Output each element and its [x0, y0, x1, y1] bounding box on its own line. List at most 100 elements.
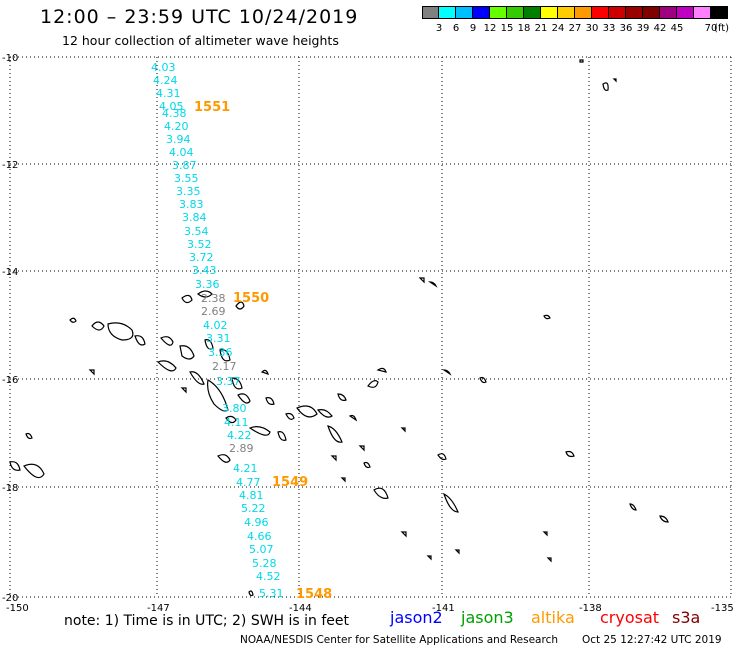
colorbar-swatch	[507, 6, 524, 19]
track-labels: 1551 1550 1549 1548	[194, 100, 332, 602]
island	[196, 290, 213, 298]
island	[327, 425, 343, 443]
wave-height-label: 3.43	[192, 264, 217, 277]
island	[207, 379, 229, 412]
wave-height-label: 4.31	[156, 87, 181, 100]
colorbar-frame	[422, 6, 728, 19]
wave-height-label: 4.66	[247, 530, 272, 543]
island	[260, 369, 269, 375]
island	[542, 531, 548, 537]
map-subtitle: 12 hour collection of altimeter wave hei…	[62, 33, 339, 48]
island	[373, 487, 389, 499]
island	[107, 322, 134, 341]
island	[376, 367, 387, 373]
island	[219, 349, 231, 362]
colorbar-swatch	[592, 6, 609, 19]
wave-height-label: 3.52	[187, 238, 212, 251]
wave-height-label: 4.11	[224, 416, 249, 429]
colorbar-label: 39	[636, 23, 650, 34]
wave-height-label: 4.04	[169, 146, 194, 159]
colorbar-swatch	[626, 6, 643, 19]
wave-height-label: 3.55	[174, 172, 199, 185]
wave-height-label: 2.38	[201, 292, 226, 305]
wave-height-label: 3.54	[184, 225, 209, 238]
wave-height-label: 4.96	[244, 516, 269, 529]
wave-height-label: 3.83	[179, 198, 204, 211]
island	[156, 360, 177, 372]
wave-height-label: 4.52	[256, 570, 281, 583]
island	[442, 492, 459, 513]
island	[189, 371, 205, 385]
colorbar-label: 18	[517, 23, 531, 34]
island	[204, 339, 214, 350]
wave-height-label: 4.77	[236, 476, 261, 489]
island	[426, 555, 432, 561]
lon-tick-label: -150	[6, 603, 29, 614]
wave-height-label: 3.31	[206, 332, 231, 345]
island	[400, 427, 406, 433]
colorbar-swatch	[609, 6, 626, 19]
lat-tick-label: -20	[2, 593, 18, 604]
wave-height-label: 2.89	[229, 442, 254, 455]
wave-height-labels: 4.034.244.314.054.384.203.944.043.873.55…	[151, 61, 284, 600]
island	[181, 294, 193, 304]
island	[479, 376, 487, 384]
colorbar-unit: (ft)	[714, 23, 730, 34]
wave-height-label: 4.22	[227, 429, 252, 442]
wave-height-label: 3.94	[166, 133, 191, 146]
legend-satellite-s3a: s3a	[672, 608, 701, 627]
island	[180, 387, 187, 394]
island	[231, 377, 243, 390]
island	[225, 415, 237, 424]
track-pass-label: 1548	[296, 587, 332, 602]
wave-height-label: 5.31	[259, 587, 284, 600]
island	[428, 281, 438, 288]
colorbar-swatch	[422, 6, 439, 19]
footer-credit: NOAA/NESDIS Center for Satellite Applica…	[240, 634, 558, 646]
wave-height-label: 5.28	[252, 557, 277, 570]
island	[337, 393, 347, 401]
lat-tick-label: -18	[2, 483, 18, 494]
island	[248, 590, 254, 597]
island	[330, 455, 337, 462]
wave-height-label: 3.37	[216, 375, 241, 388]
island	[277, 431, 287, 441]
colorbar-label: 24	[551, 23, 565, 34]
island	[265, 397, 275, 405]
wave-height-label: 4.03	[151, 61, 176, 74]
island-outlines	[9, 59, 669, 597]
island	[316, 409, 333, 418]
lon-tick-label: -141	[432, 603, 455, 614]
island	[363, 461, 371, 469]
island	[400, 531, 407, 538]
lat-tick-label: -16	[2, 375, 18, 386]
island	[543, 314, 551, 320]
track-pass-label: 1550	[233, 291, 269, 306]
colorbar-swatch	[439, 6, 456, 19]
track-pass-label: 1551	[194, 100, 230, 115]
island	[179, 345, 195, 360]
colorbar-label: 9	[469, 23, 477, 34]
island	[88, 369, 95, 376]
colorbar-swatch	[694, 6, 711, 19]
island	[454, 549, 460, 555]
island	[546, 557, 552, 563]
wave-height-label: 4.20	[164, 120, 189, 133]
island	[237, 393, 251, 404]
colorbar-swatch	[660, 6, 677, 19]
colorbar-swatch	[575, 6, 592, 19]
island	[612, 78, 617, 83]
axis-tick-labels: -10 -12 -14 -16 -18 -20-150 -147 -144 -141 -138 -1…	[2, 53, 734, 614]
colorbar-label: 30	[585, 23, 599, 34]
wave-height-label: 4.24	[153, 74, 178, 87]
wave-height-label: 2.17	[212, 360, 237, 373]
colorbar-swatch	[490, 6, 507, 19]
colorbar-label: 15	[500, 23, 514, 34]
colorbar-label: 36	[619, 23, 633, 34]
wave-height-label: 4.02	[203, 319, 228, 332]
lat-tick-label: -14	[2, 267, 18, 278]
colorbar-label: 27	[568, 23, 582, 34]
track-pass-label: 1549	[272, 475, 308, 490]
island	[134, 335, 146, 346]
wave-height-label: 3.80	[222, 402, 247, 415]
